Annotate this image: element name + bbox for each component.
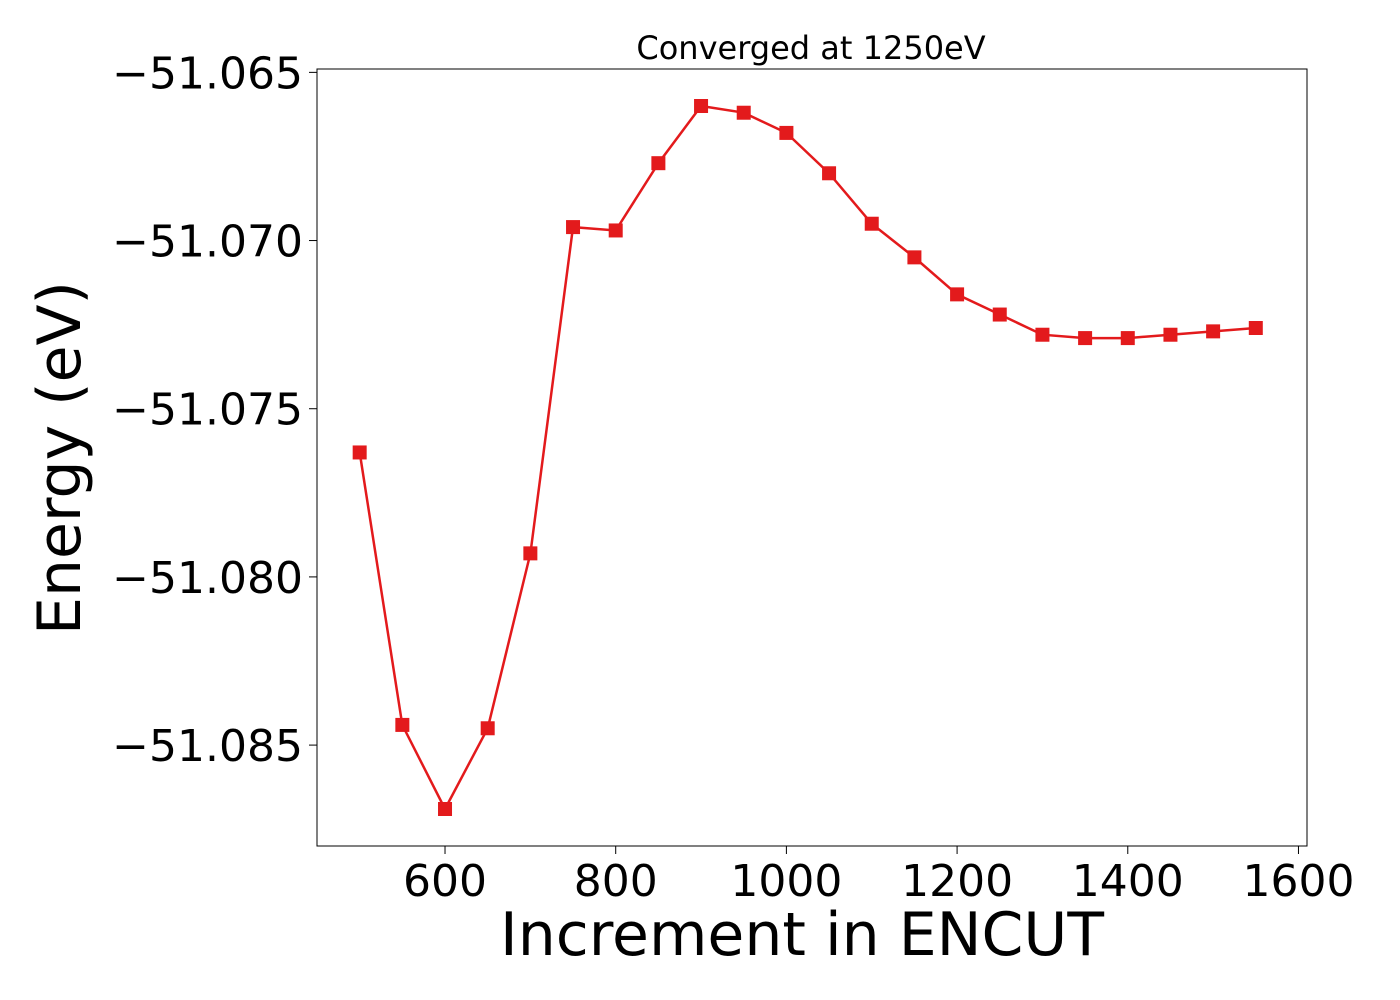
data-point-marker — [736, 105, 751, 120]
data-point-marker — [779, 125, 794, 140]
x-tick-label: 1000 — [730, 856, 842, 907]
data-point-marker — [1078, 331, 1093, 346]
plot-series — [352, 99, 1263, 816]
data-point-marker — [651, 156, 666, 171]
x-axis: 600 800 1000 1200 1400 1600 — [403, 846, 1354, 907]
y-axis: −51.085 −51.080 −51.075 −51.070 −51.065 — [112, 48, 317, 772]
series-line — [358, 104, 1256, 812]
data-point-marker — [1120, 331, 1135, 346]
data-point-marker — [992, 307, 1007, 322]
x-tick-label: 1400 — [1072, 856, 1184, 907]
data-point-marker — [950, 287, 965, 302]
data-point-marker — [1206, 324, 1221, 339]
x-tick-label: 1600 — [1242, 856, 1354, 907]
data-point-marker — [352, 445, 367, 460]
data-point-marker — [864, 216, 879, 231]
data-point-marker — [1248, 321, 1263, 335]
y-axis-label: Energy (eV) — [25, 281, 95, 635]
data-point-marker — [523, 546, 538, 561]
data-point-marker — [694, 99, 709, 113]
data-point-marker — [566, 220, 581, 235]
data-point-marker — [1035, 327, 1050, 342]
data-point-marker — [438, 802, 453, 816]
y-tick-label: −51.065 — [112, 48, 303, 99]
x-tick-label: 1200 — [901, 856, 1013, 907]
y-tick-label: −51.080 — [112, 553, 303, 604]
x-tick-label: 600 — [403, 856, 487, 907]
chart-title: Converged at 1250eV — [636, 29, 985, 67]
y-tick-label: −51.075 — [112, 385, 303, 436]
data-point-marker — [1163, 327, 1178, 342]
data-point-marker — [907, 250, 922, 265]
data-point-marker — [395, 717, 410, 732]
data-point-marker — [822, 166, 837, 181]
data-point-marker — [480, 721, 495, 736]
x-axis-label: Increment in ENCUT — [500, 900, 1104, 970]
y-tick-label: −51.085 — [112, 721, 303, 772]
x-tick-label: 800 — [574, 856, 658, 907]
plot-frame — [316, 68, 1308, 847]
y-tick-label: −51.070 — [112, 217, 303, 268]
data-point-marker — [608, 223, 623, 238]
